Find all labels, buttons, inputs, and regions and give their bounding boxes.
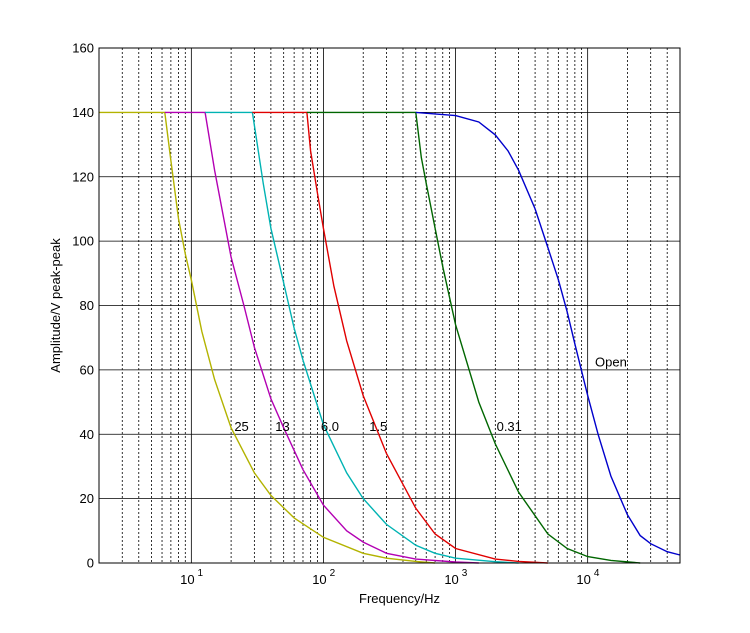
curve-labels: 25 13 6.0 1.5 0.31 Open <box>234 355 626 434</box>
y-tick-label: 40 <box>80 427 94 442</box>
curve-label: 6.0 <box>321 419 339 434</box>
grid <box>99 48 680 563</box>
y-tick-label: 160 <box>72 41 94 56</box>
y-tick-label: 140 <box>72 105 94 120</box>
x-tick-exponent: 1 <box>198 568 204 579</box>
x-tick-exponent: 2 <box>330 568 336 579</box>
curve-label: 0.31 <box>497 419 522 434</box>
series-line-6-0 <box>205 111 519 564</box>
y-tick-label: 100 <box>72 234 94 249</box>
y-tick-label: 120 <box>72 169 94 184</box>
y-tick-label: 80 <box>80 298 94 313</box>
curve-label: Open <box>595 355 627 370</box>
series-line-0-31 <box>306 111 641 564</box>
y-tick-label: 60 <box>80 362 94 377</box>
x-tick-label: 10 <box>576 572 590 587</box>
curve-label: 13 <box>275 419 289 434</box>
series-line-13 <box>164 111 479 564</box>
x-tick-exponent: 3 <box>462 568 468 579</box>
curve-label: 1.5 <box>369 419 387 434</box>
curve-label: 25 <box>234 419 248 434</box>
y-axis-label: Amplitude/V peak-peak <box>48 238 63 373</box>
series-group <box>99 111 681 564</box>
tick-labels: 0 20 40 60 80 100 120 140 160 10 1 10 2 10 3 10 4 <box>72 41 600 588</box>
x-tick-exponent: 4 <box>594 568 600 579</box>
y-tick-label: 20 <box>80 491 94 506</box>
x-tick-label: 10 <box>312 572 326 587</box>
series-line-25 <box>99 111 436 564</box>
x-axis-label: Frequency/Hz <box>359 591 440 606</box>
series-line-open <box>415 111 681 556</box>
series-line-1-5 <box>252 111 548 564</box>
x-tick-label: 10 <box>444 572 458 587</box>
plot-frame <box>98 47 681 564</box>
x-tick-label: 10 <box>180 572 194 587</box>
y-tick-label: 0 <box>87 556 94 571</box>
